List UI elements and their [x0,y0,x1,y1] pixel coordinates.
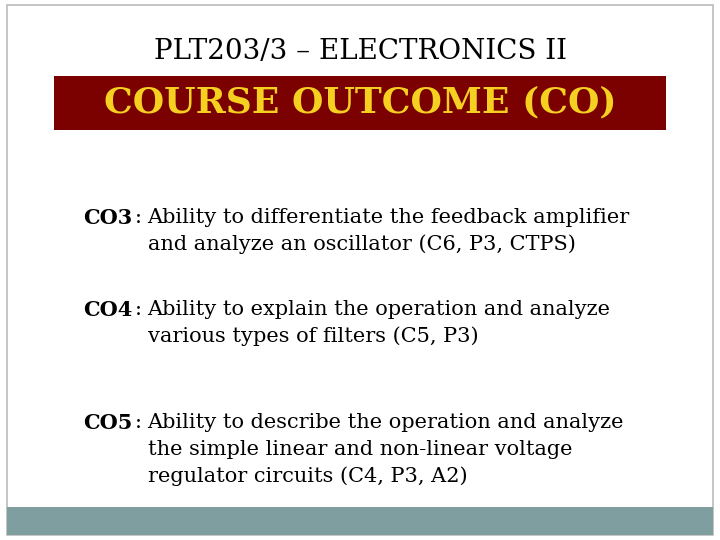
Text: COURSE OUTCOME (CO): COURSE OUTCOME (CO) [104,86,616,119]
Text: CO5: CO5 [83,413,132,433]
Text: :: : [135,300,143,319]
Text: :: : [135,413,143,432]
Text: :: : [135,208,143,227]
Text: PLT203/3 – ELECTRONICS II: PLT203/3 – ELECTRONICS II [153,38,567,65]
FancyBboxPatch shape [54,76,666,130]
Text: Ability to describe the operation and analyze
the simple linear and non-linear v: Ability to describe the operation and an… [148,413,624,486]
Text: CO4: CO4 [83,300,132,320]
Text: CO3: CO3 [83,208,132,228]
FancyBboxPatch shape [7,5,713,535]
Text: Ability to explain the operation and analyze
various types of filters (C5, P3): Ability to explain the operation and ana… [148,300,611,346]
Text: Ability to differentiate the feedback amplifier
and analyze an oscillator (C6, P: Ability to differentiate the feedback am… [148,208,630,254]
FancyBboxPatch shape [7,507,713,535]
